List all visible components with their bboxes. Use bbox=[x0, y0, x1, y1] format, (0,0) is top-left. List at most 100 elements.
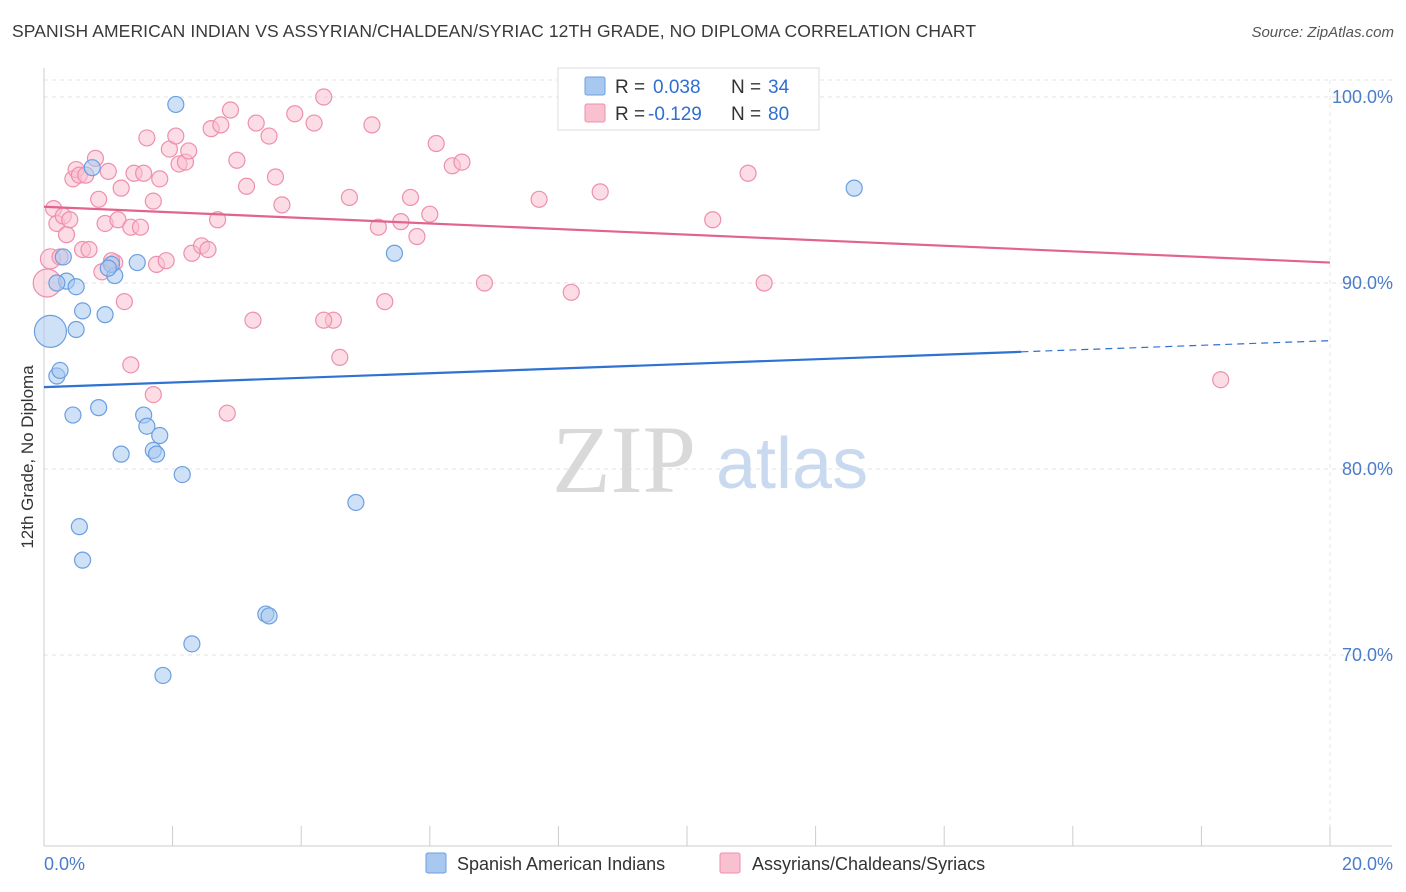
trend-line-extension-0 bbox=[1021, 340, 1331, 353]
chart-title: SPANISH AMERICAN INDIAN VS ASSYRIAN/CHAL… bbox=[12, 21, 977, 41]
point-assyrian-52 bbox=[340, 188, 359, 207]
watermark: ZIP atlas bbox=[552, 406, 868, 513]
legend-box: R = 0.038 N = 34 R = -0.129 N = 80 bbox=[557, 67, 820, 131]
point-spanish-american-indian-33 bbox=[99, 259, 117, 277]
watermark-zip: ZIP bbox=[552, 406, 696, 513]
point-assyrian-26 bbox=[144, 192, 162, 210]
point-spanish-american-indian-1 bbox=[54, 248, 72, 266]
point-spanish-american-indian-21 bbox=[151, 426, 169, 445]
point-assyrian-73 bbox=[218, 404, 236, 422]
point-assyrian-60 bbox=[427, 134, 445, 153]
point-spanish-american-indian-3 bbox=[48, 274, 66, 292]
legend-r-label-1: R = bbox=[615, 104, 645, 125]
series-legend-label-0: Spanish American Indians bbox=[457, 854, 665, 874]
point-assyrian-39 bbox=[212, 116, 230, 134]
point-spanish-american-indian-13 bbox=[385, 244, 404, 262]
point-assyrian-5 bbox=[57, 226, 76, 244]
point-assyrian-68 bbox=[739, 164, 757, 182]
point-spanish-american-indian-24 bbox=[112, 445, 130, 463]
point-spanish-american-indian-31 bbox=[183, 635, 201, 653]
point-assyrian-25 bbox=[138, 129, 156, 147]
point-spanish-american-indian-14 bbox=[845, 179, 863, 197]
legend-r-value-0: 0.038 bbox=[653, 77, 701, 98]
point-assyrian-19 bbox=[112, 179, 130, 197]
legend-r-value-1: -0.129 bbox=[648, 104, 702, 125]
point-assyrian-74 bbox=[315, 311, 333, 329]
point-assyrian-46 bbox=[273, 196, 291, 214]
x-tick-labels: 0.0% 20.0% bbox=[44, 854, 1393, 874]
point-assyrian-72 bbox=[144, 386, 162, 404]
point-assyrian-75 bbox=[244, 311, 262, 329]
point-assyrian-28 bbox=[151, 170, 169, 188]
legend-r-label-0: R = bbox=[615, 77, 645, 98]
point-assyrian-11 bbox=[80, 240, 98, 259]
point-spanish-american-indian-7 bbox=[96, 306, 114, 324]
point-assyrian-71 bbox=[122, 356, 140, 374]
point-spanish-american-indian-0 bbox=[33, 314, 68, 348]
legend-n-label-0: N = bbox=[731, 77, 761, 98]
point-assyrian-36 bbox=[199, 240, 217, 259]
point-assyrian-42 bbox=[237, 177, 256, 195]
point-assyrian-20 bbox=[115, 293, 133, 311]
point-assyrian-38 bbox=[209, 211, 227, 229]
point-spanish-american-indian-10 bbox=[128, 253, 146, 272]
point-spanish-american-indian-28 bbox=[73, 551, 92, 569]
legend-n-label-1: N = bbox=[731, 104, 761, 125]
point-spanish-american-indian-17 bbox=[64, 406, 82, 424]
legend-swatch-pink bbox=[584, 103, 606, 123]
watermark-atlas: atlas bbox=[716, 424, 868, 504]
point-assyrian-40 bbox=[221, 101, 240, 119]
y-tick-labels: 70.0% 80.0% 90.0% 100.0% bbox=[1332, 87, 1393, 665]
series-legend-swatch-1 bbox=[719, 852, 741, 874]
point-assyrian-13 bbox=[90, 190, 108, 208]
chart-source: Source: ZipAtlas.com bbox=[1251, 24, 1394, 41]
point-assyrian-59 bbox=[421, 205, 439, 223]
point-spanish-american-indian-16 bbox=[51, 361, 69, 380]
point-assyrian-69 bbox=[755, 274, 773, 292]
point-assyrian-48 bbox=[305, 114, 323, 132]
point-spanish-american-indian-6 bbox=[67, 320, 85, 339]
series-legend-label-1: Assyrians/Chaldeans/Syriacs bbox=[752, 854, 985, 874]
point-assyrian-55 bbox=[376, 293, 394, 311]
point-assyrian-47 bbox=[286, 105, 304, 123]
point-assyrian-58 bbox=[408, 227, 426, 246]
point-assyrian-31 bbox=[167, 127, 185, 145]
point-assyrian-29 bbox=[157, 252, 175, 270]
point-assyrian-70 bbox=[1212, 371, 1230, 389]
point-assyrian-43 bbox=[247, 114, 265, 132]
point-assyrian-41 bbox=[228, 151, 246, 169]
point-assyrian-64 bbox=[530, 190, 548, 208]
point-spanish-american-indian-25 bbox=[173, 465, 191, 484]
trend-line-0 bbox=[43, 350, 1022, 389]
point-assyrian-79 bbox=[180, 142, 198, 160]
y-axis-title: 12th Grade, No Diploma bbox=[18, 365, 37, 549]
point-spanish-american-indian-26 bbox=[347, 493, 365, 512]
point-spanish-american-indian-32 bbox=[154, 666, 172, 685]
legend-n-value-0: 34 bbox=[768, 77, 790, 98]
point-assyrian-49 bbox=[315, 88, 333, 106]
point-spanish-american-indian-11 bbox=[83, 159, 101, 177]
y-tick-label-3: 100.0% bbox=[1332, 87, 1393, 107]
point-assyrian-16 bbox=[99, 162, 117, 180]
point-assyrian-62 bbox=[453, 153, 471, 171]
series-legend: Spanish American Indians Assyrians/Chald… bbox=[425, 852, 985, 874]
x-tick-label-0: 0.0% bbox=[44, 854, 85, 874]
point-assyrian-23 bbox=[131, 218, 150, 236]
point-assyrian-44 bbox=[260, 127, 278, 145]
y-tick-label-1: 80.0% bbox=[1342, 459, 1393, 479]
point-spanish-american-indian-27 bbox=[70, 518, 88, 536]
legend-swatch-blue bbox=[584, 76, 606, 96]
point-spanish-american-indian-12 bbox=[167, 95, 185, 114]
point-assyrian-66 bbox=[591, 183, 609, 201]
point-spanish-american-indian-23 bbox=[147, 445, 166, 463]
y-tick-label-0: 70.0% bbox=[1342, 645, 1393, 665]
y-tick-label-2: 90.0% bbox=[1342, 273, 1393, 293]
trend-line-1 bbox=[43, 205, 1331, 264]
x-tick-label-1: 20.0% bbox=[1342, 854, 1393, 874]
series-legend-swatch-0 bbox=[425, 852, 447, 874]
data-points bbox=[32, 88, 1230, 685]
point-assyrian-18 bbox=[109, 211, 127, 229]
point-spanish-american-indian-30 bbox=[260, 607, 278, 625]
point-assyrian-54 bbox=[369, 218, 387, 236]
